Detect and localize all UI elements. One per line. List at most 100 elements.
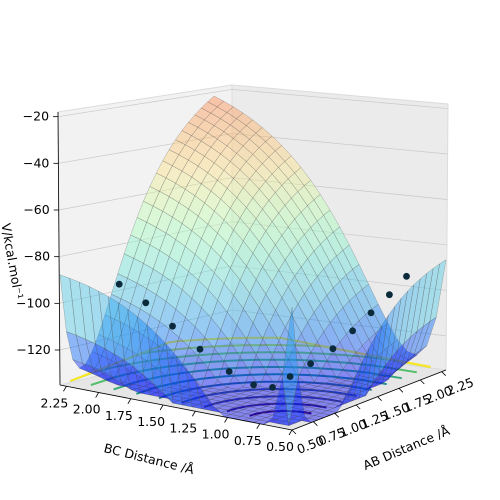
surface-patch [249,278,267,309]
surface-patch [336,249,353,276]
surface-patch [288,376,306,426]
surface-patch [255,208,273,232]
surface-patch [213,198,231,221]
surface-patch [171,154,189,172]
surface-patch [127,328,144,355]
surface-patch [210,299,228,331]
surface-patch [133,308,151,336]
surface-patch [200,394,219,400]
surface-patch [345,326,363,354]
surface-patch [387,342,405,380]
surface-patch [217,169,234,189]
grid-line-z [231,133,448,155]
y-tick-label: 1.50 [137,414,165,429]
surface-patch [329,314,347,343]
surface-patch [362,374,379,392]
surface-patch [378,372,395,380]
surface-patch [384,297,402,366]
surface-patch [229,411,248,417]
surface-patch [268,192,286,214]
contour-line [181,388,357,404]
surface-patch [265,221,283,246]
surface-patch [226,396,245,401]
surface-patch [416,267,434,332]
surface-patch [262,156,279,175]
surface-patch [371,315,389,386]
surface-patch [207,392,226,398]
surface-patch [265,392,283,398]
surface-patch [336,368,354,381]
surface-patch [171,389,190,395]
surface-patch [162,393,181,404]
surface-patch [252,386,271,391]
surface-patch [178,144,196,161]
surface-patch [236,145,254,162]
surface-patch [290,404,309,410]
z-tick-label: −60 [23,202,49,217]
surface-patch [300,395,319,401]
surface-patch [404,350,421,365]
surface-patch [300,384,319,390]
surface-patch [220,242,238,269]
surface-patch [111,377,128,388]
surface-patch [271,212,289,236]
surface-patch [168,396,187,401]
trajectory-point [286,373,294,380]
x-axis-label: AB Distance /Å [361,423,452,473]
surface-patch [290,416,309,421]
surface-patch [130,217,148,240]
surface-patch [297,391,316,396]
surface-patch [287,172,305,192]
surface-patch [185,375,203,390]
surface-patch [274,185,292,206]
surface-patch [242,178,260,199]
surface-patch [149,367,167,386]
surface-patch [294,167,312,187]
surface-patch [378,349,395,368]
surface-patch [213,389,232,395]
surface-patch [194,107,212,121]
surface-patch [242,138,260,155]
surface-patch [281,226,299,251]
surface-patch [258,141,276,158]
surface-patch [268,150,286,168]
surface-patch [143,244,160,270]
contour-line [135,373,387,395]
contour-line [226,402,327,413]
z-tick-label: −100 [16,295,50,310]
surface-patch [374,327,392,351]
surface-patch [284,418,303,424]
surface-patch [348,382,367,388]
surface-patch [249,404,267,410]
surface-patch [162,387,180,393]
surface-patch [282,307,299,426]
surface-patch [423,263,440,327]
surface-patch [95,343,112,378]
surface-patch [104,293,122,320]
surface-patch [139,390,158,396]
surface-patch [297,413,316,419]
surface-patch [142,383,161,389]
surface-patch [300,205,318,228]
surface-patch [339,374,357,407]
surface-patch [165,343,183,406]
surface-patch [294,409,313,415]
surface-patch [287,389,306,395]
surface-patch [223,161,241,179]
surface-patch [265,281,283,311]
trajectory-point [196,345,204,353]
x-tick-mark [441,371,447,376]
surface-patch [165,165,183,184]
surface-patch [275,372,293,388]
y-axis-ticks: 0.50 0.75 1.00 1.25 1.50 1.75 2.00 2.25 [41,386,294,454]
surface-patch [326,287,344,316]
y-axis-label: BC Distance /Å [102,440,196,477]
surface-patch [187,388,206,394]
surface-patch [303,227,321,252]
surface-patch [346,360,363,404]
surface-patch [303,179,321,201]
surface-patch [120,348,138,372]
surface-patch [123,234,141,259]
surface-patch [174,393,193,399]
surface-patch [191,404,210,410]
